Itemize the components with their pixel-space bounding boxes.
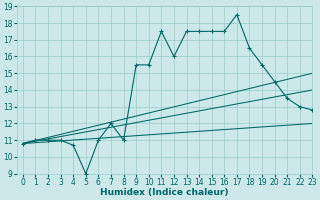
X-axis label: Humidex (Indice chaleur): Humidex (Indice chaleur)	[100, 188, 229, 197]
